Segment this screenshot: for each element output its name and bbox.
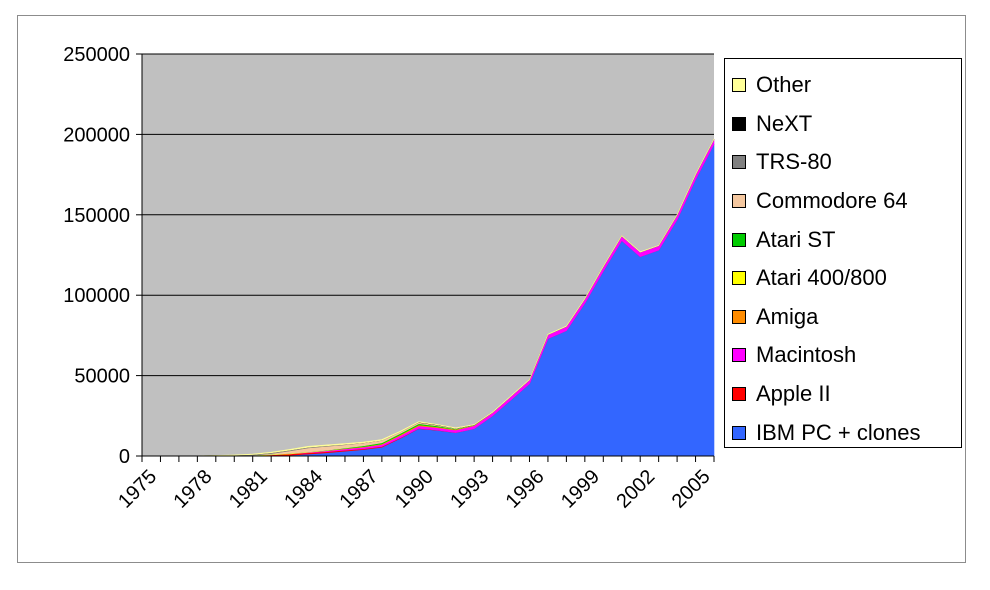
x-tick-label: 2002 [612,466,659,513]
y-tick-label: 50000 [74,366,130,388]
x-tick-label: 1978 [169,466,216,513]
legend-item-ibm-pc-clones: IBM PC + clones [725,413,961,452]
legend-swatch [732,425,746,440]
legend-swatch [732,78,746,93]
legend-item-atari-400-800: Atari 400/800 [725,259,961,298]
legend-swatch [732,232,746,247]
legend-label: NeXT [756,110,813,136]
x-tick-label: 1993 [446,466,493,513]
legend-item-next: NeXT [725,105,961,144]
legend-label: IBM PC + clones [756,419,921,445]
x-tick-label: 1987 [336,466,383,513]
y-tick-label: 250000 [63,44,130,66]
legend-swatch [732,348,746,363]
legend: Other NeXT TRS-80 Commodore 64 Atari ST Atari… [724,58,962,448]
x-tick-label: 1990 [391,466,438,513]
y-tick-label: 200000 [63,124,130,146]
x-tick-label: 1996 [502,466,549,513]
legend-swatch [732,194,746,209]
x-tick-label: 1984 [280,466,327,513]
legend-swatch [732,271,746,286]
legend-item-amiga: Amiga [725,298,961,337]
legend-label: Other [756,72,812,98]
x-tick-label: 2005 [668,466,715,513]
axes [136,53,715,462]
legend-swatch [732,387,746,402]
legend-item-other: Other [725,66,961,105]
legend-label: Apple II [756,381,831,407]
x-axis-tick-labels: 1975 1978 1981 1984 1987 1990 1993 1996 1999 2002… [114,466,715,513]
y-tick-label: 0 [119,446,130,468]
legend-swatch [732,155,746,170]
x-tick-label: 1975 [114,466,161,513]
x-tick-label: 1981 [225,466,272,513]
legend-swatch [732,116,746,131]
y-tick-label: 100000 [63,285,130,307]
legend-item-apple-ii: Apple II [725,375,961,414]
legend-item-macintosh: Macintosh [725,336,961,375]
legend-label: Amiga [756,303,819,329]
legend-label: Commodore 64 [756,188,908,214]
x-tick-label: 1999 [557,466,604,513]
legend-item-commodore-64: Commodore 64 [725,182,961,221]
legend-label: Atari ST [756,226,836,252]
legend-label: Atari 400/800 [756,265,887,291]
legend-item-trs-80: TRS-80 [725,143,961,182]
y-tick-label: 150000 [63,205,130,227]
legend-swatch [732,309,746,324]
legend-label: Macintosh [756,342,857,368]
y-axis-tick-labels: 0 50000 100000 150000 200000 250000 [63,44,130,468]
legend-label: TRS-80 [756,149,832,175]
legend-item-atari-st: Atari ST [725,220,961,259]
area-other [142,138,715,457]
